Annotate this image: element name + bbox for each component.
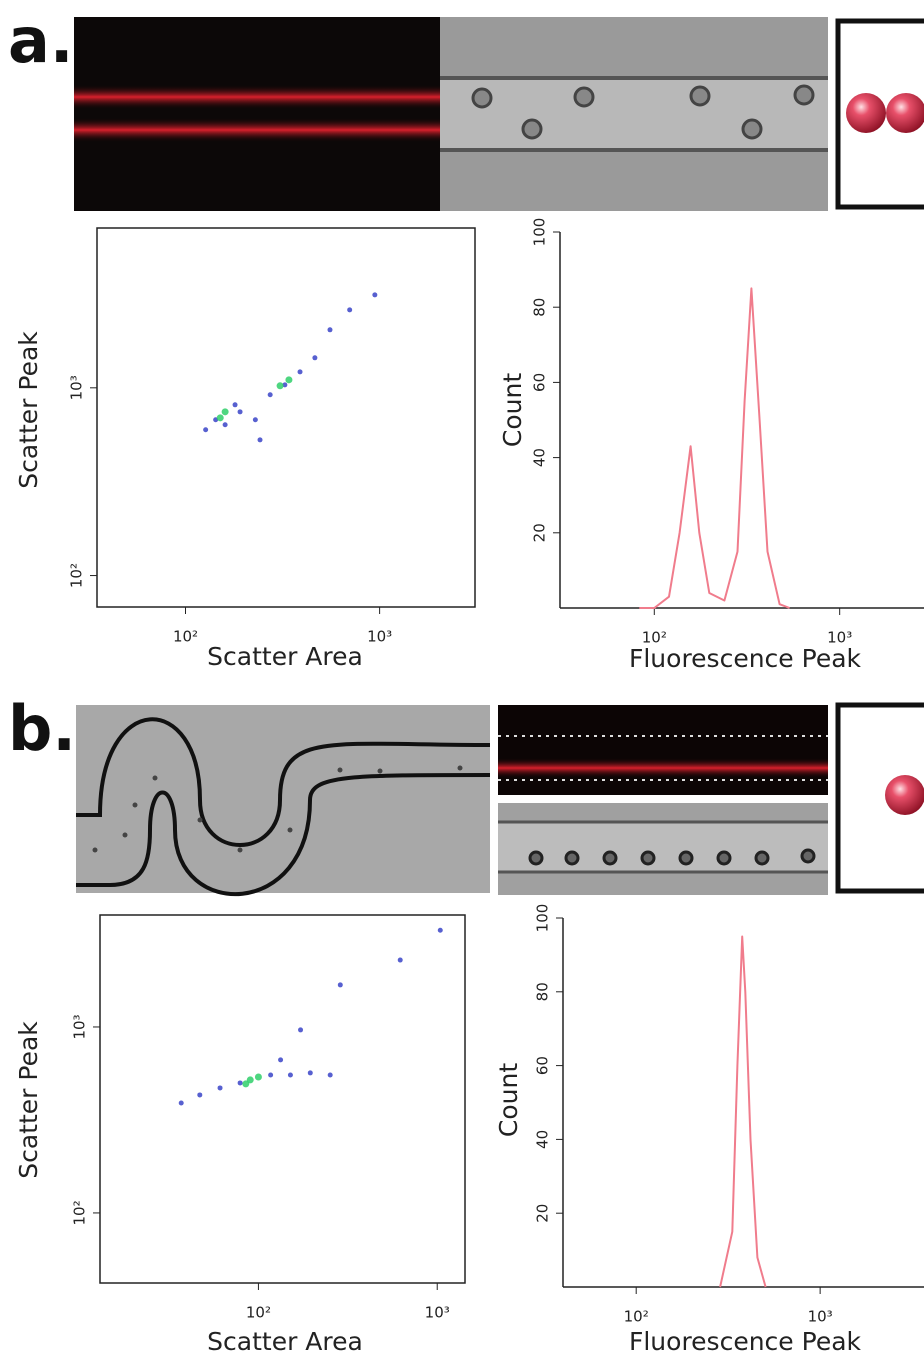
point [337, 982, 343, 988]
y-axis-label: Count [498, 373, 527, 447]
panel-label: a. [8, 4, 73, 77]
y-tick-label: 40 [531, 448, 549, 467]
y-tick-label: 20 [531, 523, 549, 542]
y-tick-label: 10² [68, 563, 86, 588]
point [372, 292, 378, 298]
point [347, 307, 353, 313]
fluorescence-image [74, 17, 440, 211]
point [278, 1057, 284, 1063]
point [437, 927, 443, 933]
point [216, 414, 224, 422]
x-tick-label: 10² [173, 628, 198, 646]
x-axis-label: Scatter Area [207, 1327, 363, 1356]
x-axis-label: Scatter Area [207, 642, 363, 671]
point [203, 427, 209, 433]
y-tick-label: 80 [534, 982, 552, 1001]
x-tick-label: 10² [246, 1304, 271, 1322]
point [327, 1072, 333, 1078]
chart: 10² 10³ 20 40 60 80 100 Fluorescence Peak Count [498, 218, 924, 673]
y-tick-label: 10² [71, 1200, 89, 1225]
y-axis-label: Scatter Peak [14, 331, 43, 489]
y-tick-label: 10³ [71, 1014, 89, 1039]
y-tick-label: 60 [531, 373, 549, 392]
panel-label: b. [8, 692, 76, 765]
point [178, 1100, 184, 1106]
x-tick-label: 10³ [827, 629, 852, 647]
point [222, 422, 228, 428]
y-axis-label: Scatter Peak [14, 1021, 43, 1179]
x-tick-label: 10² [642, 629, 667, 647]
point [221, 408, 229, 416]
point [267, 392, 273, 398]
brightfield-image [498, 803, 828, 895]
y-tick-label: 100 [531, 218, 549, 247]
point [276, 382, 284, 390]
point [287, 1072, 293, 1078]
point [217, 1085, 223, 1091]
histogram-line [719, 935, 767, 1288]
plot-frame [99, 914, 466, 1284]
y-tick-label: 10³ [68, 375, 86, 400]
point [327, 327, 333, 333]
bead-schematic [835, 18, 924, 210]
point [297, 369, 303, 375]
x-tick-label: 10³ [425, 1304, 450, 1322]
x-tick-label: 10² [624, 1308, 649, 1326]
brightfield-image [440, 17, 828, 211]
point [257, 437, 263, 443]
chart: 10² 10³ 20 40 60 80 100 Fluorescence Peak Count [494, 904, 924, 1356]
point [298, 1027, 304, 1033]
plot-frame [96, 227, 476, 608]
point [268, 1072, 274, 1078]
bead-schematic [835, 702, 924, 894]
y-tick-label: 100 [534, 904, 552, 933]
point [397, 957, 403, 963]
fluorescence-image [498, 705, 828, 795]
y-tick-label: 40 [534, 1130, 552, 1149]
x-axis-label: Fluorescence Peak [629, 1327, 862, 1356]
x-tick-label: 10³ [808, 1308, 833, 1326]
y-tick-label: 20 [534, 1204, 552, 1223]
histogram-line [639, 287, 790, 609]
point [282, 382, 288, 388]
point [312, 355, 318, 361]
point [237, 1080, 243, 1086]
x-tick-label: 10³ [367, 628, 392, 646]
y-axis-label: Count [494, 1063, 523, 1137]
channel-image [76, 705, 491, 897]
x-axis-label: Fluorescence Peak [629, 644, 862, 673]
point [254, 1073, 262, 1081]
point [242, 1080, 250, 1088]
y-tick-label: 80 [531, 298, 549, 317]
point [252, 417, 258, 423]
chart: 10² 10³ 10² 10³ Scatter Area Scatter Peak [14, 914, 466, 1356]
point [237, 409, 243, 415]
point [232, 402, 238, 408]
point [285, 376, 293, 384]
y-tick-label: 60 [534, 1056, 552, 1075]
point [307, 1070, 313, 1076]
point [197, 1092, 203, 1098]
